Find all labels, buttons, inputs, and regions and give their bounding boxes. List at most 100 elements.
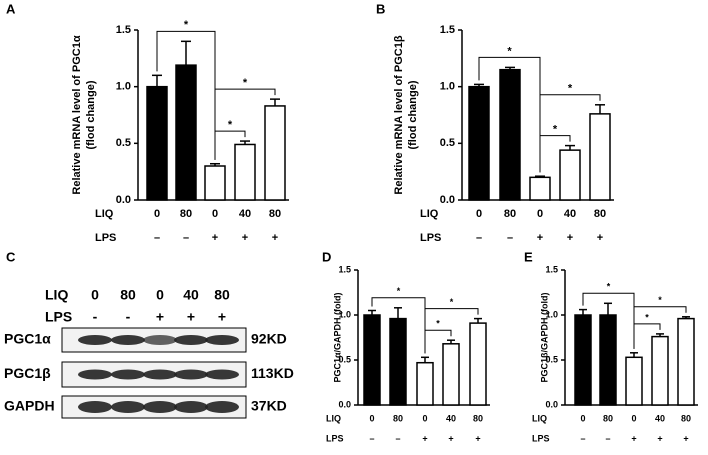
- condition-label: 80: [269, 208, 281, 220]
- y-tick-label: 1.0: [440, 81, 455, 93]
- condition-label: +: [448, 433, 453, 443]
- panel-label: B: [376, 1, 385, 16]
- condition-label: +: [657, 433, 662, 443]
- bar: [146, 85, 168, 201]
- y-axis-label: Relative mRNA level of PGC1β: [393, 35, 405, 194]
- bar: [651, 335, 669, 406]
- y-tick-label: 1.5: [338, 264, 351, 274]
- condition-label: 0: [154, 208, 160, 220]
- y-axis-label: PGC1β/GAPDH (fold): [539, 293, 549, 383]
- row-label: LPS: [326, 433, 344, 443]
- bar: [204, 165, 226, 201]
- significance-star: *: [184, 19, 189, 31]
- significance-star: *: [436, 319, 440, 329]
- panel-label: D: [322, 249, 331, 264]
- condition-label: +: [597, 232, 603, 244]
- row-label: LPS: [532, 433, 550, 443]
- condition-label: 0: [212, 208, 218, 220]
- bar: [416, 361, 434, 406]
- condition-label: +: [683, 433, 688, 443]
- y-tick-label: 1.0: [338, 309, 351, 319]
- y-tick-label: 0.0: [440, 194, 455, 206]
- row-label: LIQ: [420, 208, 439, 220]
- bar: [468, 85, 490, 201]
- significance-star: *: [243, 77, 248, 89]
- blot-band: [78, 369, 112, 380]
- condition-label: –: [605, 433, 610, 443]
- condition-label: –: [476, 232, 482, 244]
- y-tick-label: 1.0: [545, 309, 558, 319]
- blot-band: [205, 401, 239, 413]
- row-label: LIQ: [45, 287, 68, 303]
- band-name: PGC1β: [4, 365, 51, 381]
- y-tick-label: 1.0: [116, 81, 131, 93]
- condition-label: 40: [564, 208, 576, 220]
- blot-band: [78, 335, 112, 345]
- significance-bracket: [156, 30, 216, 160]
- significance-star: *: [658, 295, 662, 305]
- y-tick-label: 1.5: [440, 24, 455, 36]
- blot-band: [111, 335, 145, 345]
- condition-label: 0: [156, 287, 164, 303]
- bar: [442, 343, 460, 406]
- significance-star: *: [553, 124, 558, 136]
- significance-star: *: [568, 83, 573, 95]
- y-tick-label: 1.5: [545, 264, 558, 274]
- bar: [389, 317, 407, 406]
- condition-label: 80: [393, 413, 403, 423]
- band-size: 92KD: [251, 331, 287, 347]
- bar: [574, 314, 592, 406]
- significance-bracket: [478, 56, 541, 173]
- condition-label: 40: [183, 287, 199, 303]
- y-axis-label: (flod change): [407, 80, 419, 149]
- condition-label: 0: [91, 287, 99, 303]
- significance-star: *: [607, 282, 611, 292]
- row-label: LPS: [95, 232, 116, 244]
- blot-band: [174, 335, 208, 345]
- y-tick-label: 0.5: [338, 354, 351, 364]
- y-tick-label: 0.5: [116, 137, 131, 149]
- condition-label: -: [126, 309, 131, 325]
- bar: [677, 317, 695, 406]
- bar: [589, 113, 611, 201]
- condition-label: –: [154, 232, 160, 244]
- row-label: LIQ: [326, 413, 341, 423]
- significance-bracket: [582, 292, 635, 349]
- condition-label: +: [422, 433, 427, 443]
- condition-label: –: [183, 232, 189, 244]
- y-tick-label: 0.5: [545, 354, 558, 364]
- bar: [599, 314, 617, 406]
- band-size: 37KD: [251, 398, 287, 414]
- condition-label: 0: [422, 413, 427, 423]
- condition-label: 0: [631, 413, 636, 423]
- y-axis-label: Relative mRNA level of PGC1α: [71, 35, 83, 194]
- condition-label: +: [537, 232, 543, 244]
- condition-label: –: [395, 433, 400, 443]
- panel-label: E: [524, 249, 533, 264]
- y-tick-label: 0.0: [338, 399, 351, 409]
- condition-label: –: [369, 433, 374, 443]
- condition-label: –: [507, 232, 513, 244]
- bar: [529, 176, 551, 201]
- condition-label: 0: [476, 208, 482, 220]
- row-label: LPS: [420, 232, 441, 244]
- condition-label: 0: [537, 208, 543, 220]
- bar: [264, 105, 286, 201]
- condition-label: +: [475, 433, 480, 443]
- blot-band: [143, 369, 177, 380]
- condition-label: 0: [580, 413, 585, 423]
- bar: [499, 68, 521, 201]
- significance-star: *: [397, 286, 401, 296]
- y-axis-label: PGC1α/GAPDH (fold): [332, 292, 342, 382]
- y-tick-label: 0.0: [116, 194, 131, 206]
- y-tick-label: 1.5: [116, 24, 131, 36]
- condition-label: 80: [214, 287, 230, 303]
- condition-label: –: [580, 433, 585, 443]
- significance-star: *: [228, 119, 233, 131]
- condition-label: 80: [120, 287, 136, 303]
- bar: [625, 356, 643, 406]
- condition-label: 40: [446, 413, 456, 423]
- condition-label: +: [242, 232, 248, 244]
- condition-label: 40: [239, 208, 251, 220]
